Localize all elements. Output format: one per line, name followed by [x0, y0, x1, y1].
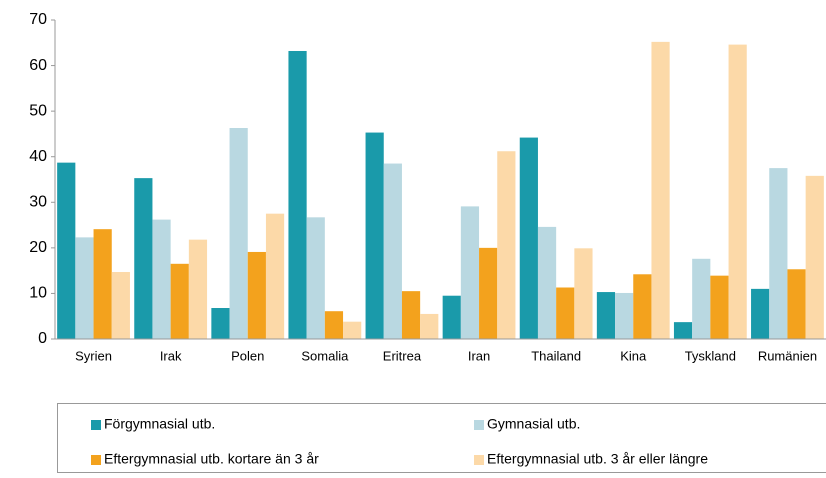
legend-label: Eftergymnasial utb. 3 år eller längre [487, 451, 708, 467]
bar [574, 248, 592, 339]
bar [710, 276, 728, 339]
legend-label: Förgymnasial utb. [104, 416, 215, 432]
bar [479, 248, 497, 339]
x-tick-label: Polen [231, 348, 264, 363]
bar [57, 163, 75, 339]
y-tick-label: 50 [29, 102, 47, 119]
legend-swatch [474, 455, 484, 465]
bar [729, 45, 747, 339]
bar [751, 289, 769, 339]
legend-label: Eftergymnasial utb. kortare än 3 år [104, 451, 319, 467]
bar [266, 214, 284, 339]
bar [633, 274, 651, 339]
bar [134, 178, 152, 339]
bar [651, 42, 669, 339]
bar [615, 293, 633, 339]
bar [402, 291, 420, 339]
bar [343, 322, 361, 339]
bar [366, 133, 384, 339]
bar [443, 296, 461, 339]
y-tick-label: 40 [29, 148, 47, 165]
bar [806, 176, 824, 339]
x-tick-label: Kina [620, 348, 647, 363]
bar [520, 138, 538, 339]
bar [597, 292, 615, 339]
x-tick-label: Thailand [531, 348, 581, 363]
y-tick-label: 70 [29, 11, 47, 28]
bar [674, 322, 692, 339]
bar [556, 288, 574, 339]
bar [288, 51, 306, 339]
bar [248, 252, 266, 339]
y-tick-label: 10 [29, 285, 47, 302]
bar [692, 259, 710, 339]
bar [461, 206, 479, 339]
bar [94, 229, 112, 339]
y-tick-label: 60 [29, 57, 47, 74]
bar [171, 264, 189, 339]
bar [112, 272, 130, 339]
x-tick-label: Somalia [301, 348, 349, 363]
bar [325, 311, 343, 339]
bar [152, 220, 170, 339]
x-tick-label: Tyskland [685, 348, 736, 363]
bar [787, 269, 805, 339]
bar [420, 314, 438, 339]
bar [75, 237, 93, 339]
y-tick-label: 30 [29, 194, 47, 211]
x-tick-label: Syrien [75, 348, 112, 363]
legend-swatch [474, 420, 484, 430]
legend-swatch [91, 420, 101, 430]
x-tick-label: Eritrea [383, 348, 422, 363]
x-tick-label: Irak [160, 348, 182, 363]
bar [538, 227, 556, 339]
bar [230, 128, 248, 339]
x-tick-label: Rumänien [758, 348, 817, 363]
bar [769, 168, 787, 339]
legend-label: Gymnasial utb. [487, 416, 580, 432]
bar [211, 308, 229, 339]
y-tick-label: 0 [38, 330, 47, 347]
bar [497, 151, 515, 339]
legend-swatch [91, 455, 101, 465]
bar [384, 164, 402, 339]
x-tick-label: Iran [468, 348, 490, 363]
y-tick-label: 20 [29, 239, 47, 256]
bar [189, 240, 207, 339]
bar [307, 217, 325, 339]
